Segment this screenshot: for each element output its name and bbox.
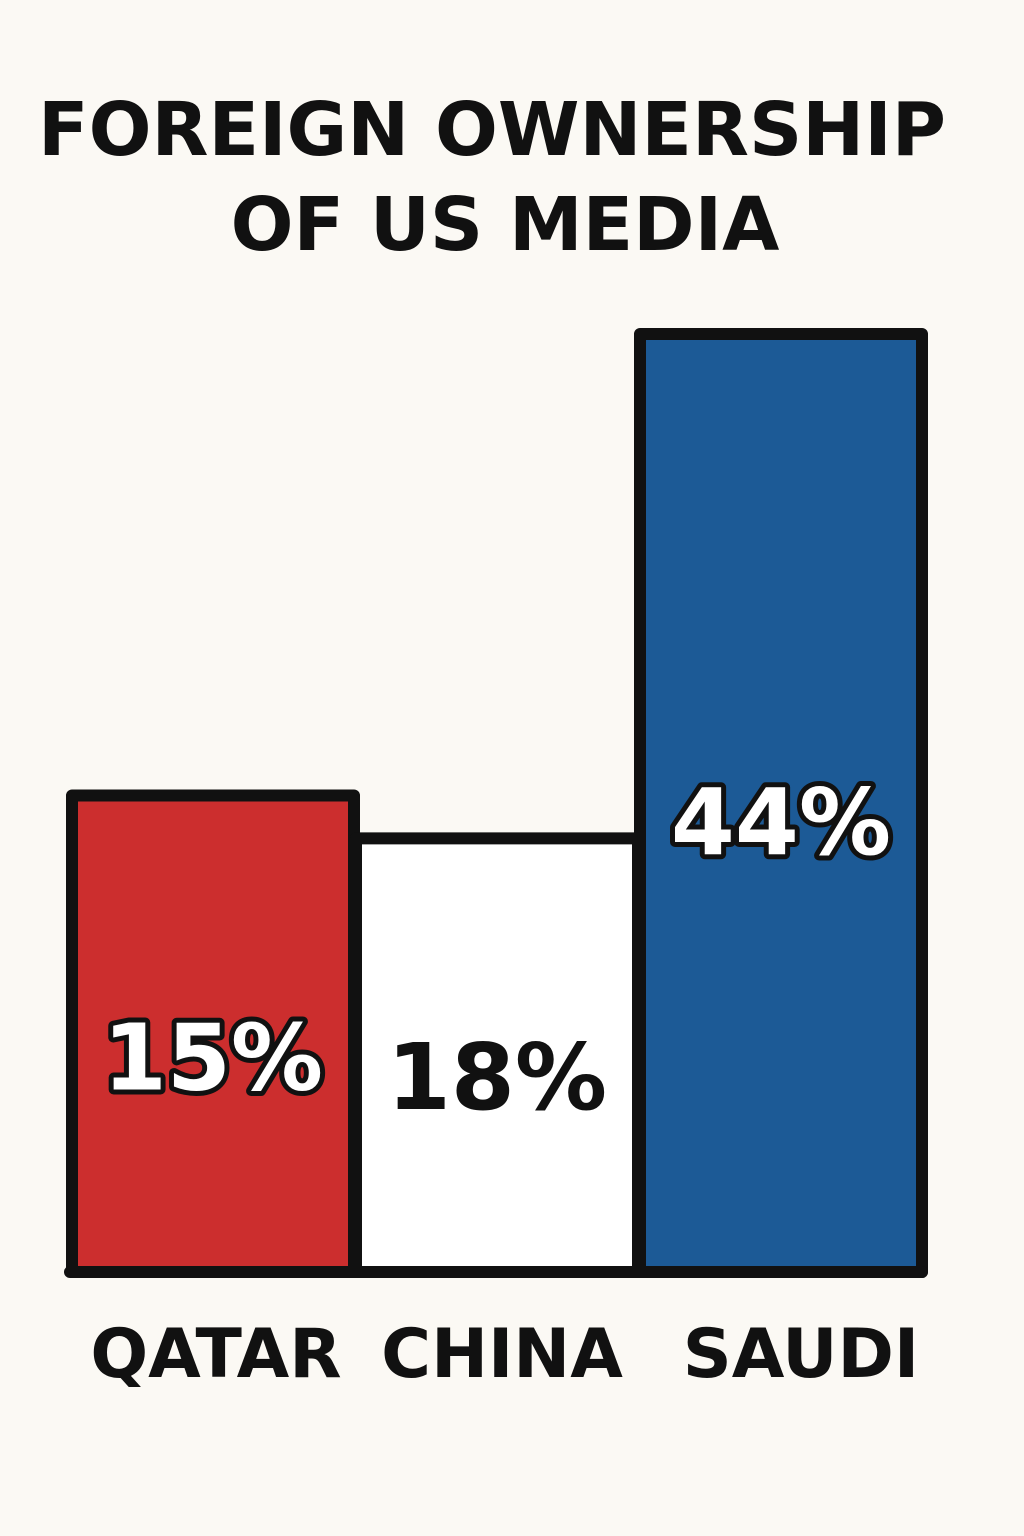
value-label-saudi: 44% [671,769,891,876]
category-label-saudi: SAUDI [683,1315,919,1394]
value-label-china: 18% [387,1024,607,1131]
chart-title-line-2: OF US MEDIA [231,182,780,268]
category-label-qatar: QATAR [90,1315,341,1394]
labels-layer: 15% QATAR 18% CHINA 44% SAUDI [90,764,919,1394]
bar-qatar [66,789,360,1278]
value-label-qatar: 15% [103,1005,323,1112]
bars-layer [64,328,928,1278]
category-label-china: CHINA [381,1315,623,1394]
chart-title-line-1: FOREIGN OWNERSHIP [38,87,946,173]
